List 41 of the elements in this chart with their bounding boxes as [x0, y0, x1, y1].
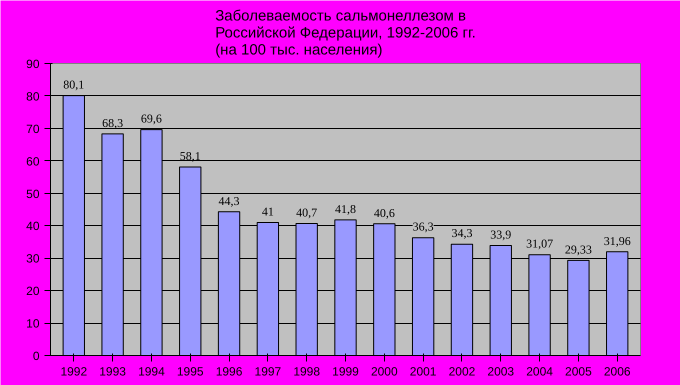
data-label: 40,7 — [296, 205, 318, 220]
x-tick-label: 1996 — [216, 364, 243, 378]
x-tick-label: 2003 — [487, 364, 514, 378]
data-label: 34,3 — [451, 226, 472, 240]
y-tick-label: 30 — [26, 252, 40, 266]
x-tick-label: 1994 — [138, 364, 166, 378]
data-label: 58,1 — [180, 149, 201, 163]
y-tick-label: 70 — [26, 122, 40, 136]
x-tick-label: 1995 — [176, 364, 204, 378]
data-label: 44,3 — [218, 194, 240, 208]
y-tick-label: 40 — [26, 219, 40, 234]
y-tick-label: 10 — [26, 316, 40, 331]
data-label: 69,6 — [140, 112, 162, 126]
data-label: 41,8 — [335, 202, 356, 216]
data-label: 31,96 — [604, 234, 631, 248]
data-label: 68,3 — [102, 116, 124, 130]
data-label: 36,3 — [412, 220, 434, 234]
x-tick-label: 2001 — [410, 364, 437, 378]
x-tick-label: 2000 — [370, 364, 398, 378]
y-tick-label: 50 — [26, 186, 40, 201]
data-label: 33,9 — [490, 228, 512, 242]
y-tick-label: 60 — [26, 154, 40, 168]
y-tick-label: 0 — [32, 349, 40, 363]
y-tick-label: 20 — [26, 284, 40, 298]
y-tick-label: 80 — [26, 89, 40, 104]
chart-title: Заболеваемость сальмонеллезом в Российской Федерации, 1992-2006 гг. (на 100 тыс. населения) — [215, 8, 476, 58]
x-tick-label: 2006 — [604, 364, 631, 378]
data-label: 29,33 — [564, 242, 592, 256]
x-tick-label: 2002 — [448, 364, 476, 378]
data-label: 31,07 — [526, 236, 554, 251]
data-label: 80,1 — [63, 78, 84, 92]
x-tick-label: 2005 — [565, 364, 592, 378]
x-tick-label: 1998 — [293, 364, 320, 378]
x-tick-label: 2004 — [526, 364, 554, 378]
x-tick-label: 1993 — [99, 364, 126, 378]
data-label: 41 — [262, 204, 274, 218]
data-label: 40,6 — [374, 206, 395, 220]
y-tick-label: 90 — [26, 57, 40, 71]
x-tick-label: 1992 — [60, 364, 88, 378]
x-tick-label: 1997 — [254, 364, 282, 378]
x-tick-label: 1999 — [332, 364, 360, 378]
